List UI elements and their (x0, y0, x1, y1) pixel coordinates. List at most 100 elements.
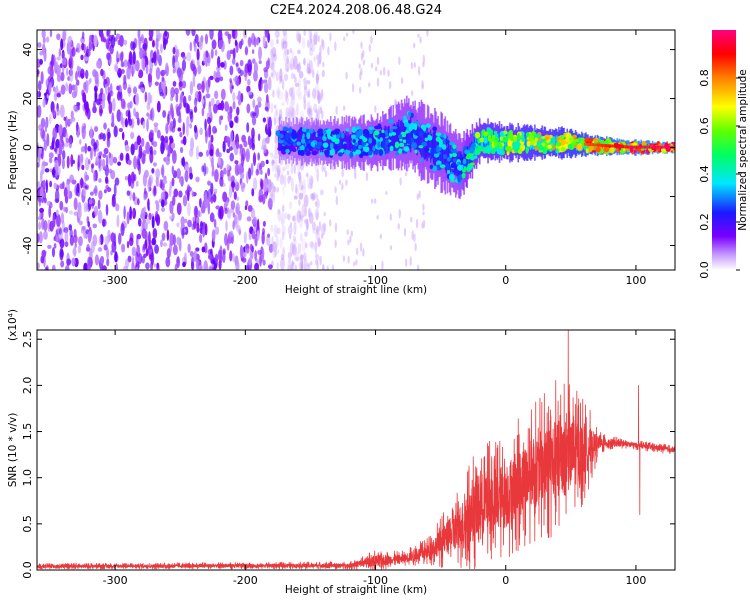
spectrogram-signal-cell (457, 164, 464, 171)
spectrogram-signal-band (576, 140, 579, 148)
spectrogram-noise-cell (168, 186, 172, 197)
spectrogram-noise-cell (56, 33, 61, 41)
spectrogram-noise-cell (84, 69, 89, 80)
spectrogram-noise-cell (319, 44, 322, 55)
spectrogram-noise-cell (204, 223, 208, 236)
spectrogram-noise-cell (116, 57, 120, 63)
spectrogram-noise-cell (142, 57, 146, 71)
spectrogram-noise-cell (269, 152, 274, 157)
spectrogram-noise-cell (85, 174, 90, 181)
spectrogram-noise-cell (232, 77, 237, 82)
spectrogram-noise-cell (321, 110, 324, 120)
spectrogram-noise-cell (196, 59, 200, 67)
spectrogram-noise-cell (108, 151, 111, 159)
spectrogram-noise-cell (49, 113, 52, 125)
spectrogram-signal-cell (282, 126, 289, 132)
spectrogram-signal-cell (425, 123, 431, 128)
spectrogram-noise-cell (217, 56, 221, 69)
spectrogram-noise-cell (270, 48, 273, 57)
spectrogram-signal-core (656, 145, 658, 149)
spectrogram-noise-cell (231, 57, 236, 65)
spectrogram-noise-cell (135, 111, 139, 120)
spectrogram-signal-cell (414, 149, 418, 154)
spectrogram-noise-cell (85, 184, 90, 190)
spectrogram-noise-cell (317, 35, 320, 43)
spectrogram-noise-cell (303, 94, 306, 104)
spectrogram-noise-cell (73, 228, 77, 238)
spectrogram-noise-cell (147, 92, 152, 105)
spectrogram-noise-cell (271, 159, 276, 165)
spectrogram-noise-cell (100, 31, 104, 43)
spectrogram-noise-cell (157, 32, 163, 38)
spectrogram-noise-cell (255, 37, 260, 46)
spectrogram-noise-cell (233, 116, 238, 123)
spectrogram-noise-cell (93, 34, 98, 48)
spectrogram-noise-cell (229, 250, 233, 262)
spectrogram-noise-cell (119, 152, 124, 161)
spectrogram-signal-cell (457, 175, 461, 183)
spectrogram-noise-cell (358, 63, 361, 69)
spectrogram-noise-cell (313, 36, 318, 46)
spectrogram-signal-band (348, 134, 350, 151)
spectrogram-signal-cell (362, 151, 367, 156)
spectrogram-noise-cell (226, 135, 230, 142)
spectrogram-noise-cell (341, 183, 344, 191)
spectrogram-noise-cell (59, 238, 65, 249)
spectrogram-noise-cell (263, 81, 269, 94)
spectrogram-noise-cell (145, 64, 149, 75)
spectrogram-noise-cell (251, 127, 255, 139)
spectrogram-signal-cell (275, 130, 281, 137)
spectrogram-signal-band (551, 135, 553, 150)
spectrogram-signal-band (295, 135, 297, 147)
spectrogram-noise-cell (388, 80, 392, 90)
spectrogram-signal-band (349, 134, 352, 152)
spectrogram-noise-cell (214, 169, 219, 183)
spectrogram-noise-cell (294, 264, 297, 270)
spectrogram-noise-cell (102, 218, 105, 228)
spectrogram-signal-cell (279, 130, 285, 135)
spectrogram-noise-cell (376, 77, 380, 87)
spectrogram-noise-cell (306, 63, 311, 70)
spectrogram-signal-cell (394, 141, 400, 149)
spectrogram-signal-core (587, 142, 589, 146)
spectrogram-noise-cell (65, 206, 69, 214)
spectrogram-noise-cell (290, 263, 294, 270)
spectrogram-signal-cell (556, 141, 562, 147)
spectrogram-noise-cell (96, 98, 101, 106)
spectrogram-noise-cell (94, 70, 97, 79)
spectrogram-signal-band (451, 147, 454, 175)
spectrogram-noise-cell (112, 98, 116, 112)
spectrogram-noise-cell (305, 80, 311, 85)
spectrogram-noise-cell (131, 246, 137, 257)
spectrogram-noise-cell (53, 182, 58, 189)
spectrogram-signal-band (433, 130, 436, 166)
spectrogram-signal-cell (326, 129, 332, 134)
spectrogram-signal-cell (581, 137, 585, 142)
spectrogram-noise-cell (106, 52, 111, 61)
spectrogram-noise-cell (115, 50, 119, 65)
spectrogram-signal-core (646, 145, 648, 149)
spectrogram-noise-cell (172, 195, 176, 206)
spectrogram-noise-cell (203, 162, 207, 177)
spectrogram-noise-cell (270, 72, 274, 78)
spectrogram-signal-cell (469, 155, 475, 161)
spectrogram-noise-cell (100, 87, 104, 95)
spectrogram-signal-band (487, 133, 489, 149)
spectrogram-noise-cell (189, 250, 194, 257)
spectrogram-noise-cell (277, 209, 282, 222)
spectrogram-noise-cell (225, 220, 228, 232)
spectrogram-signal-cell (495, 137, 499, 142)
spectrogram-noise-cell (69, 234, 74, 246)
spectrogram-noise-cell (320, 88, 324, 98)
spectrogram-noise-cell (275, 30, 280, 38)
spectrogram-noise-cell (246, 85, 251, 93)
spectrogram-noise-cell (236, 77, 240, 87)
spectrogram-noise-cell (104, 83, 108, 95)
spectrogram-noise-cell (193, 124, 198, 134)
spectrogram-signal-core (648, 145, 651, 149)
spectrogram-signal-cell (595, 146, 601, 153)
spectrogram-noise-cell (334, 186, 337, 194)
spectrogram-noise-cell (106, 94, 110, 102)
spectrogram-signal-cell (484, 148, 488, 154)
spectrogram-signal-core (615, 144, 617, 148)
